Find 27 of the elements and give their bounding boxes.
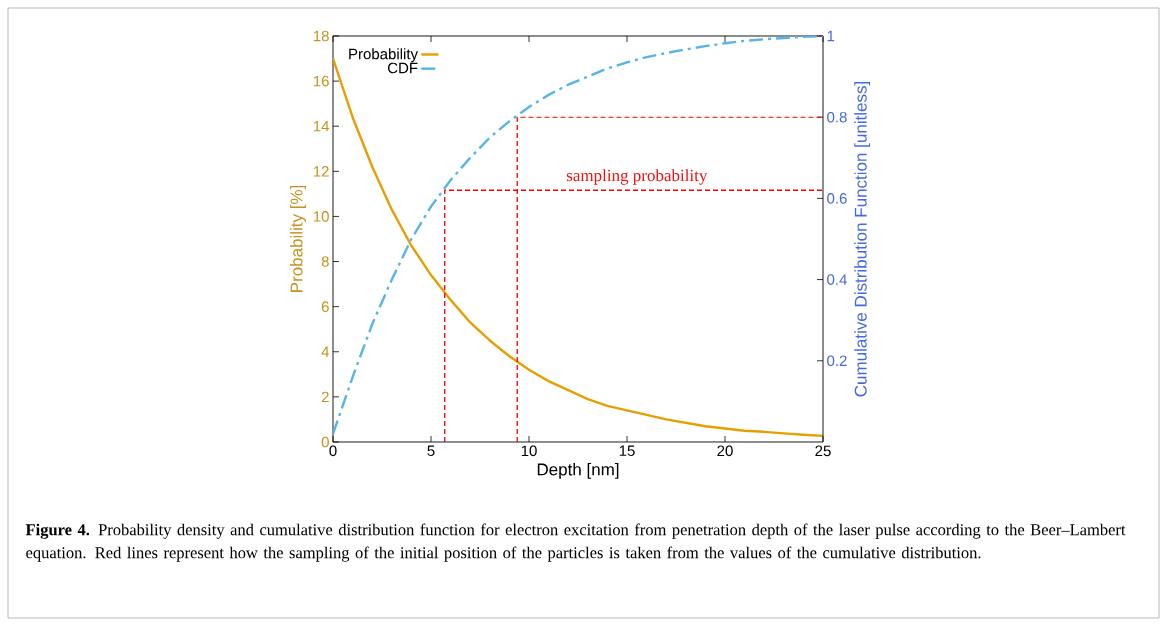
annotation: sampling probability (566, 169, 708, 185)
y-tick-label: 0 (321, 436, 329, 448)
y-tick-label: 16 (313, 75, 329, 87)
y2-tick-label: 0.6 (827, 193, 847, 204)
x-tick-label: 25 (815, 445, 831, 457)
y-tick-label: 10 (313, 211, 329, 222)
y-tick-label: 12 (313, 166, 329, 177)
y2-tick-label: 1 (827, 30, 835, 42)
y-tick-label: 18 (313, 30, 329, 42)
x-axis-title: Depth [nm] (537, 463, 619, 479)
x-tick-label: 5 (427, 445, 435, 456)
y2-tick-label: 0.4 (827, 274, 847, 285)
y2-tick-label: 0.8 (827, 111, 847, 123)
y-tick-label: 14 (313, 121, 330, 132)
y-tick-label: 4 (321, 346, 330, 357)
y-tick-label: 8 (321, 256, 329, 267)
y2-axis-title: Cumulative Distribution Function [unitless] (854, 82, 871, 397)
legend-label: Probability (349, 48, 418, 63)
x-tick-label: 10 (521, 445, 537, 457)
x-tick-label: 20 (717, 445, 733, 457)
y-tick-label: 2 (321, 391, 329, 403)
x-tick-label: 15 (619, 445, 635, 456)
y-tick-label: 6 (321, 301, 329, 312)
legend-label: CDF (387, 62, 418, 74)
y-axis-title: Probability [%] (290, 185, 306, 292)
text: Figure 4. Probability density and cumulative distribution function for electron excitation from penetration depth of the laser pulse according to the Beer–Lambert equation. Red lines represent how the sampling of the initial position of the particles is taken from the values of the cumulative distribution. (25, 523, 1126, 562)
y2-tick-label: 0.2 (827, 355, 847, 367)
